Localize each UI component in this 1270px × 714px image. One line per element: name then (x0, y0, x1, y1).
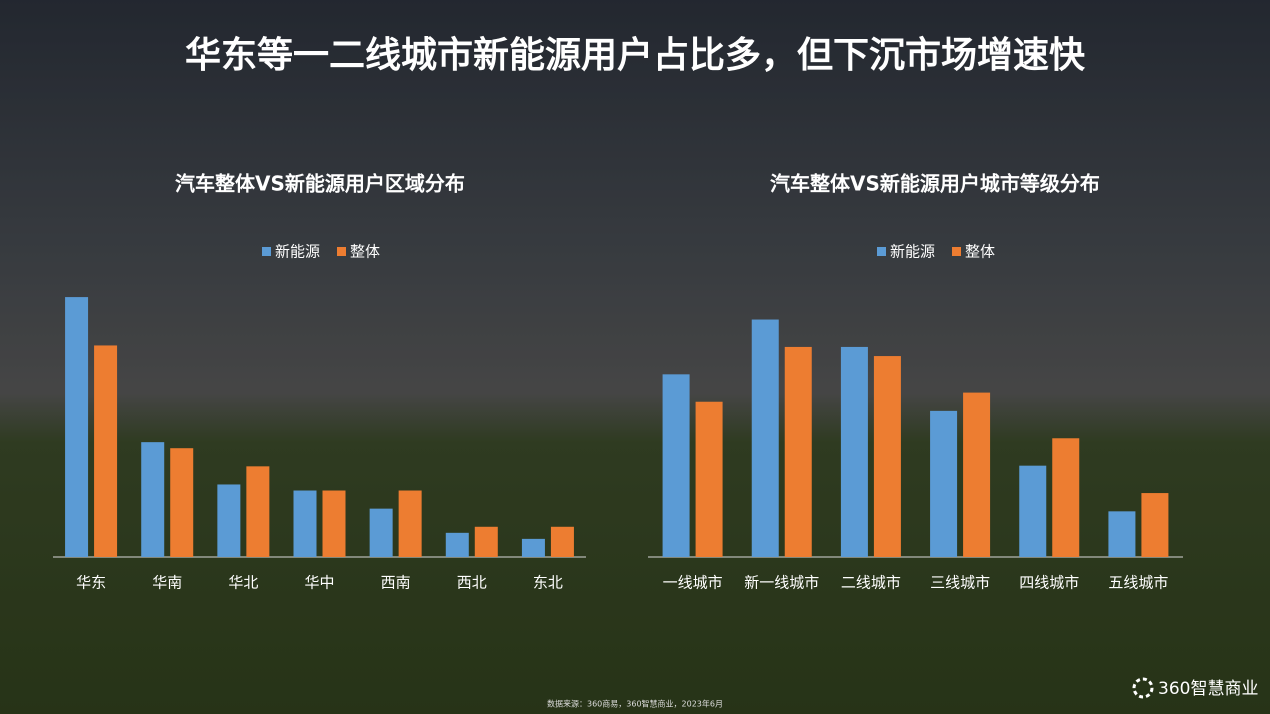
bar (246, 466, 270, 557)
x-tick-label: 华北 (228, 574, 258, 592)
bar (873, 356, 901, 557)
x-tick-label: 东北 (533, 574, 563, 592)
source: 数据来源：360商易，360智慧商业，2023年6月 (547, 699, 723, 709)
bar (369, 508, 393, 557)
x-tick-label: 五线城市 (1108, 574, 1168, 592)
bar (1052, 438, 1080, 557)
x-tick-label: 二线城市 (841, 574, 901, 592)
bar (445, 532, 469, 557)
bar (751, 319, 779, 557)
x-tick-label: 西北 (457, 574, 487, 592)
x-tick-label: 华中 (304, 574, 334, 592)
bar (784, 346, 812, 557)
legend-swatch (952, 247, 961, 256)
bar (930, 410, 958, 557)
legend-label: 新能源 (275, 243, 320, 261)
legend-swatch (877, 247, 886, 256)
bar (322, 490, 346, 557)
logo-text: 360智慧商业 (1158, 679, 1258, 699)
x-tick-label: 新一线城市 (744, 574, 819, 592)
legend-label: 整体 (965, 243, 995, 261)
bar (963, 392, 991, 557)
legend-swatch (337, 247, 346, 256)
bar (550, 526, 574, 557)
bar (474, 526, 498, 557)
chart-title: 汽车整体VS新能源用户区域分布 (175, 172, 465, 196)
chart-title: 汽车整体VS新能源用户城市等级分布 (770, 172, 1100, 196)
bar (1019, 465, 1047, 557)
bar (293, 490, 317, 557)
x-tick-label: 四线城市 (1019, 574, 1079, 592)
x-tick-label: 三线城市 (930, 574, 990, 592)
bar (840, 346, 868, 557)
bar (217, 484, 241, 557)
slide-title: 华东等一二线城市新能源用户占比多，但下沉市场增速快 (185, 35, 1086, 76)
bar (398, 490, 422, 557)
bar (141, 442, 165, 557)
bar (1108, 511, 1136, 557)
legend-label: 新能源 (890, 243, 935, 261)
x-tick-label: 西南 (381, 574, 411, 592)
bar (695, 401, 723, 557)
x-tick-label: 一线城市 (663, 574, 723, 592)
x-tick-label: 华东 (76, 574, 106, 592)
logo: 360智慧商业 (1132, 677, 1258, 699)
bar (65, 297, 89, 557)
logo-icon (1132, 677, 1154, 699)
legend-swatch (262, 247, 271, 256)
bar (170, 448, 194, 557)
x-tick-label: 华南 (152, 574, 182, 592)
legend-label: 整体 (350, 243, 380, 261)
bar (662, 374, 690, 557)
bar (1141, 493, 1169, 557)
bar (94, 345, 118, 557)
bar (521, 538, 545, 557)
